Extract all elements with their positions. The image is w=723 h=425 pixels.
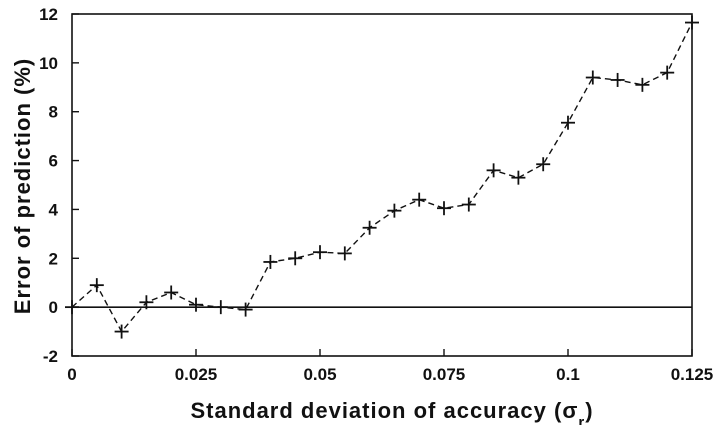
series-line (71, 22, 693, 333)
data-point-marker (511, 170, 526, 185)
data-point-marker (486, 163, 501, 178)
x-tick-label: 0.05 (303, 365, 336, 384)
data-point-marker (585, 70, 600, 85)
data-point-marker (337, 246, 352, 261)
data-point-marker (164, 285, 179, 300)
data-point-marker (288, 251, 303, 266)
y-tick-label: 2 (49, 249, 58, 268)
y-tick-label: 4 (49, 200, 59, 219)
data-point-marker (412, 192, 427, 207)
data-point-marker (65, 300, 79, 315)
x-tick-label: 0.025 (175, 365, 218, 384)
y-tick-label: 0 (49, 298, 58, 317)
data-point-marker (536, 157, 551, 172)
data-point-marker (89, 278, 104, 293)
data-point-marker (362, 220, 377, 235)
data-point-marker (313, 245, 327, 260)
data-point-marker (437, 201, 451, 216)
plot-area (65, 13, 699, 357)
data-point-marker (660, 65, 675, 80)
data-point-marker (189, 297, 203, 312)
data-point-marker (610, 72, 625, 87)
data-point-marker (238, 302, 253, 317)
y-tick-label: 10 (39, 54, 58, 73)
data-point-marker (139, 295, 154, 310)
x-tick-label: 0.075 (423, 365, 466, 384)
data-point-marker (561, 115, 575, 130)
x-tick-label: 0.125 (671, 365, 714, 384)
data-point-marker (114, 324, 129, 339)
data-point-marker (685, 15, 699, 30)
plot-frame (71, 13, 693, 357)
y-tick-label: 8 (49, 103, 58, 122)
y-tick-label: -2 (43, 347, 58, 366)
x-tick-label: 0.1 (556, 365, 580, 384)
y-tick-label: 12 (39, 5, 58, 24)
y-axis-title: Error of prediction (%) (10, 58, 35, 314)
data-point-marker (635, 77, 650, 92)
y-tick-label: 6 (49, 152, 58, 171)
x-tick-label: 0 (67, 365, 76, 384)
data-point-marker (263, 254, 278, 269)
data-point-marker (213, 300, 228, 315)
data-point-marker (461, 197, 476, 212)
x-axis-title: Standard deviation of accuracy (σr) (190, 398, 593, 425)
data-point-marker (387, 203, 402, 218)
tick-labels: -2 0 2 4 6 8 10 12 0 0.025 0.05 0.075 0.1 0.125 (39, 5, 713, 384)
